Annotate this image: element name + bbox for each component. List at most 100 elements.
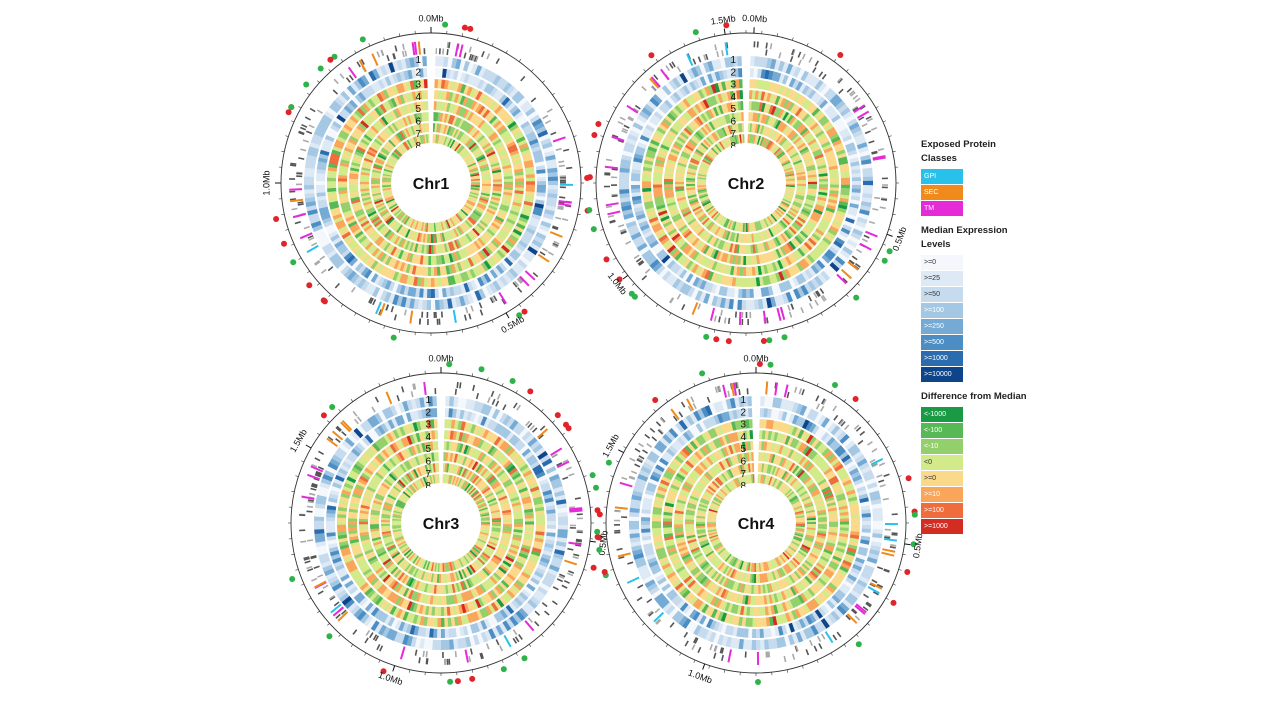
heat-cell [349,568,360,576]
heat-cell [336,243,346,252]
heat-cell [695,240,704,250]
heat-cell [733,288,739,298]
heat-cell [723,218,729,228]
heat-cell [515,181,525,185]
heat-cell [470,229,479,238]
heat-cell [680,131,689,140]
heat-cell [520,237,530,246]
heat-cell [453,572,458,582]
heat-cell [481,552,491,559]
heat-cell [455,559,461,569]
heat-cell [749,233,753,243]
heat-cell [372,140,382,148]
heat-cell [359,529,369,533]
heat-cell [689,201,699,207]
heat-cell [796,234,805,243]
heat-cell [365,488,375,495]
heat-cell [833,142,844,150]
heat-cell [710,248,717,259]
heat-cell [689,81,697,91]
heat-cell [673,122,683,131]
heat-cell [382,145,392,153]
heat-cell [535,517,545,522]
heat-cell [363,493,373,500]
heat-cell [477,251,486,261]
heat-cell [363,134,373,142]
heat-cell [462,222,470,231]
heat-cell [370,526,380,530]
heat-cell [690,157,700,164]
heat-cell [654,228,665,236]
heat-cell [386,432,395,443]
heat-cell [437,79,442,89]
heat-cell [718,128,724,138]
heat-cell [528,457,538,466]
heat-cell [327,177,337,182]
heat-cell [511,565,521,574]
heat-cell [457,582,463,592]
heat-cell [359,181,369,185]
heat-cell [469,488,478,496]
heat-cell [466,161,476,167]
heat-cell [400,296,407,308]
scale-tick [683,319,686,323]
track-gap [740,37,752,147]
heat-cell [642,184,652,189]
heat-cell [724,114,730,124]
heat-cell [530,461,541,470]
heat-cell [469,612,477,623]
heat-cell [386,217,395,226]
heat-cell [529,440,541,451]
heat-cell [418,432,424,442]
protein-class-mark [458,44,464,58]
heat-cell [328,230,338,239]
heat-cell [501,132,512,141]
heat-cell [669,262,679,272]
heat-cell [815,159,826,165]
heat-cell [336,589,348,599]
heat-cell [505,118,515,127]
heat-cell [807,184,817,187]
heat-cell [385,142,394,150]
heat-cell [351,547,362,553]
heat-cell [391,551,401,559]
heat-cell [806,167,816,172]
heat-cell [469,87,477,98]
heat-cell [685,181,695,184]
heat-cell [338,184,348,188]
heat-cell [704,155,714,162]
heat-cell [396,295,403,307]
heat-cell [483,232,492,241]
heat-cell [348,527,358,531]
heat-cell [703,157,712,164]
heat-cell [815,156,825,162]
heat-track-7 [685,123,807,244]
heat-cell [481,187,491,191]
heat-cell [463,614,470,624]
heat-cell [505,239,515,248]
heat-cell [427,475,432,485]
gene-mark [308,236,315,241]
heat-cell [395,248,402,259]
heat-cell [421,244,425,254]
heat-cell [796,123,805,132]
heat-cell [676,167,686,172]
heat-cell [735,233,739,243]
heat-cell [829,94,840,105]
heat-cell [444,125,450,135]
heat-cell [498,275,509,287]
heat-cell [501,225,511,234]
heat-cell [326,508,336,514]
gene-mark [697,56,702,63]
protein-class-mark [454,43,460,57]
heat-cell [683,146,693,154]
heat-cell [418,593,424,603]
heat-cell [782,164,792,169]
heat-cell [721,217,728,227]
heat-cell [420,277,425,287]
heat-cell [450,81,457,91]
heat-cell [766,240,773,250]
heat-cell [420,571,426,581]
heat-cell [519,256,531,266]
heat-cell [517,259,528,269]
